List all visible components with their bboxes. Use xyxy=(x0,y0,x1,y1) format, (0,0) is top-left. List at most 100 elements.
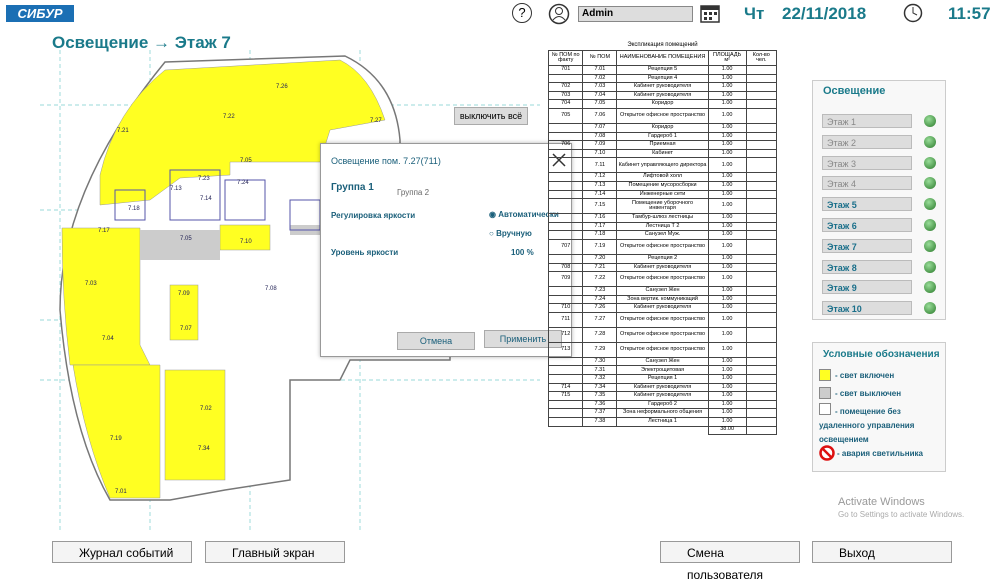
logo[interactable]: СИБУР xyxy=(6,5,74,22)
table-cell: Кабинет руководителя xyxy=(616,90,709,101)
table-cell xyxy=(745,341,778,358)
table-cell: Открытое офисное пространство xyxy=(616,107,709,124)
room-label: 7.34 xyxy=(198,446,210,452)
table-cell xyxy=(547,172,584,182)
floor-button[interactable]: Этаж 7 xyxy=(822,238,912,253)
table-cell: 7.30 xyxy=(582,356,618,367)
label: Уровень яркости xyxy=(331,248,399,257)
table-cell: 7.21 xyxy=(582,262,618,273)
table-cell: Рецепция 1 xyxy=(616,374,709,384)
apply-button[interactable]: Применить xyxy=(484,330,562,348)
table-cell: Лифтовой холл xyxy=(616,172,709,182)
table-cell xyxy=(745,399,778,410)
table-cell xyxy=(549,426,583,434)
table-header: НАИМЕНОВАНИЕ ПОМЕЩЕНИЯ xyxy=(616,50,709,66)
table-cell: 7.09 xyxy=(582,140,618,150)
table-cell: 1.00 xyxy=(707,253,747,264)
table-cell: 710 xyxy=(547,303,584,313)
user-field[interactable]: Admin xyxy=(578,6,693,22)
table-cell: Открытое офисное пространство xyxy=(616,326,709,343)
table-cell xyxy=(745,253,778,264)
table-cell xyxy=(745,172,778,182)
table-cell xyxy=(547,374,584,384)
table-cell xyxy=(745,262,778,273)
table-cell: 1.00 xyxy=(707,73,747,84)
floor-button[interactable]: Этаж 2 xyxy=(822,134,912,149)
legend-title: Условные обозначения xyxy=(823,349,940,360)
floor-button[interactable]: Этаж 10 xyxy=(822,301,912,316)
table-cell xyxy=(745,140,778,150)
floor-button[interactable]: Этаж 1 xyxy=(822,114,912,128)
events-button[interactable]: Журнал событий xyxy=(52,541,192,563)
table-cell: 7.26 xyxy=(582,303,618,313)
table-cell xyxy=(745,286,778,296)
table-row: 715 7.35 Кабинет руководителя 1.00 xyxy=(547,391,778,401)
room-label: 7.08 xyxy=(265,286,277,292)
floor-button[interactable]: Этаж 8 xyxy=(822,259,912,274)
table-row: 7.14 Инженерные сети 1.00 xyxy=(547,189,778,200)
table-cell: Зона вертик. коммуникаций xyxy=(616,294,709,305)
table-row: 710 7.26 Кабинет руководителя 1.00 xyxy=(547,303,778,313)
table-row: 7.24 Зона вертик. коммуникаций 1.00 xyxy=(547,294,778,305)
radio-auto[interactable]: ◉ Автоматически xyxy=(489,210,559,219)
table-cell: 1.00 xyxy=(707,341,747,358)
table-cell: 7.24 xyxy=(582,294,618,305)
floor-button[interactable]: Этаж 9 xyxy=(822,280,912,295)
legend-item: - свет выключен xyxy=(835,389,902,398)
table-cell: 1.00 xyxy=(707,271,747,288)
table-cell xyxy=(547,198,584,215)
table-cell: 7.22 xyxy=(582,271,618,288)
table-cell: 715 xyxy=(547,391,584,401)
rooms-table: Экспликация помещений № ПОМ по факту № ПОМ… xyxy=(547,42,778,435)
turn-off-all-button[interactable]: выключить всё xyxy=(454,107,528,125)
table-cell: 7.06 xyxy=(582,107,618,124)
table-cell: 7.31 xyxy=(582,365,618,376)
table-cell: 1.00 xyxy=(707,82,747,92)
table-cell: 1.00 xyxy=(707,157,747,174)
table-cell: 1.00 xyxy=(707,65,747,75)
room-label: 7.21 xyxy=(117,128,129,134)
page-title: Освещение → Этаж 7 xyxy=(52,33,231,52)
table-cell xyxy=(745,294,778,305)
group-tab[interactable]: Группа 1 xyxy=(331,182,374,193)
legend-item: - авария светильника xyxy=(837,449,923,458)
swatch-none xyxy=(819,403,831,415)
table-cell: 7.16 xyxy=(582,213,618,223)
table-cell: 7.32 xyxy=(582,374,618,384)
table-cell: 7.12 xyxy=(582,172,618,182)
room-label: 7.01 xyxy=(115,489,127,495)
table-cell xyxy=(745,391,778,401)
table-cell: 1.00 xyxy=(707,221,747,232)
date: 22/11/2018 xyxy=(782,4,867,23)
table-cell: 7.35 xyxy=(582,391,618,401)
table-cell: 1.00 xyxy=(707,99,747,109)
table-cell: 7.02 xyxy=(582,73,618,84)
table-cell xyxy=(745,408,778,419)
cancel-button[interactable]: Отмена xyxy=(397,332,475,350)
table-cell xyxy=(547,408,584,419)
table-row: 711 7.27 Открытое офисное пространство 1.00 xyxy=(547,311,778,328)
table-cell: 1.00 xyxy=(707,107,747,124)
table-header-row: № ПОМ по факту № ПОМ НАИМЕНОВАНИЕ ПОМЕЩЕНИ… xyxy=(547,50,778,66)
room-label: 7.09 xyxy=(178,291,190,297)
table-cell xyxy=(745,65,778,75)
help-button[interactable]: ? xyxy=(512,3,532,23)
table-cell: 1.00 xyxy=(707,326,747,343)
table-cell: 1.00 xyxy=(707,365,747,376)
floor-button[interactable]: Этаж 3 xyxy=(822,155,912,170)
floor-button[interactable]: Этаж 6 xyxy=(822,218,912,232)
radio-manual[interactable]: ○ Вручную xyxy=(489,229,532,238)
table-cell: Электрощитовая xyxy=(616,365,709,376)
table-cell: 1.00 xyxy=(707,238,747,255)
floor-button[interactable]: Этаж 4 xyxy=(822,176,912,191)
table-row: 7.17 Лестница Т 2 1.00 xyxy=(547,221,778,232)
table-cell: 1.00 xyxy=(707,408,747,419)
user-icon xyxy=(548,3,570,25)
home-button[interactable]: Главный экран xyxy=(205,541,345,563)
group-tab[interactable]: Группа 2 xyxy=(397,188,430,197)
status-indicator xyxy=(924,281,936,294)
floor-button[interactable]: Этаж 5 xyxy=(822,197,912,212)
table-cell: 7.37 xyxy=(582,408,618,419)
table-cell xyxy=(745,107,778,124)
room-label: 7.10 xyxy=(240,239,252,245)
